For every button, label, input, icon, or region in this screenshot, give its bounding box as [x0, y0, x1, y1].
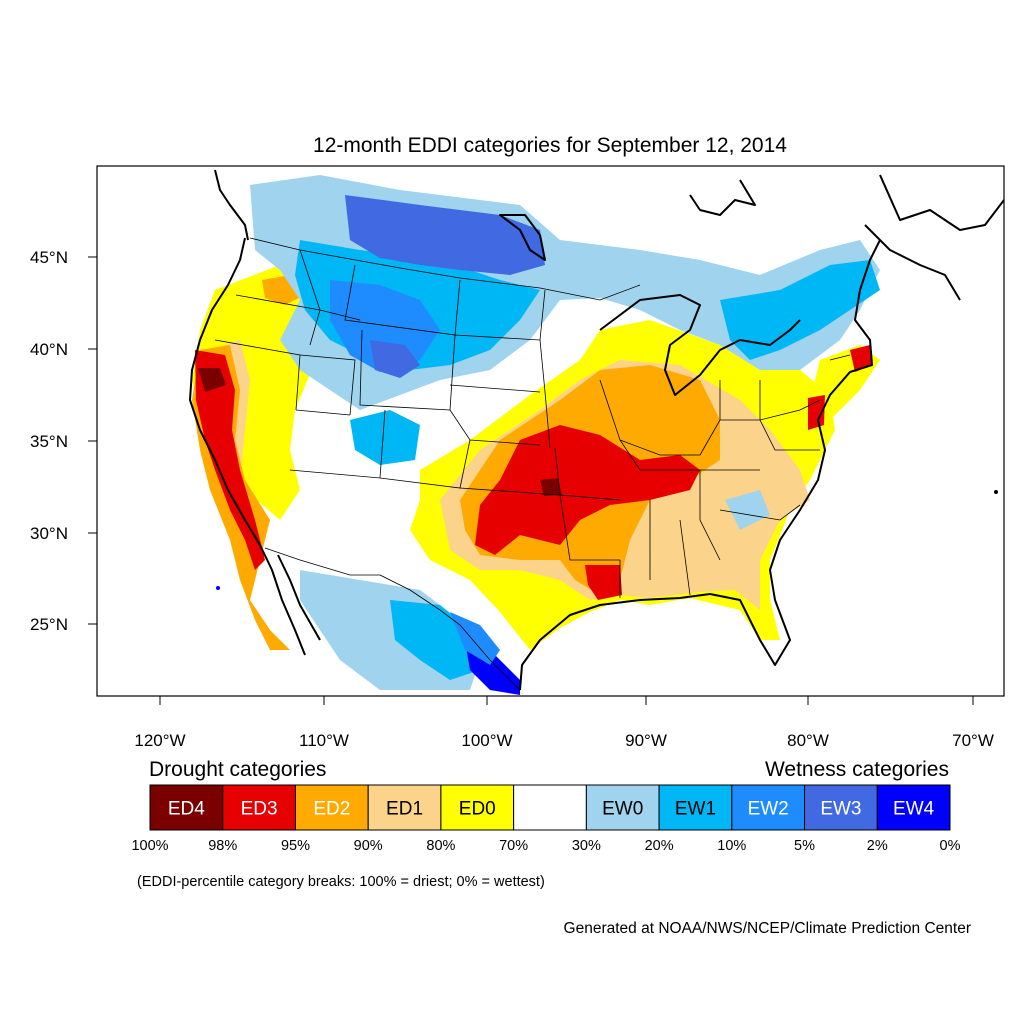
legend-break-label: 2%	[867, 838, 888, 854]
lat-label: 45°N	[30, 248, 68, 267]
lon-label: 110°W	[299, 731, 349, 750]
lat-label: 40°N	[30, 340, 68, 359]
region-ed3-northeast	[850, 345, 872, 372]
lon-label: 120°W	[134, 731, 185, 750]
island-marker	[994, 490, 998, 494]
region-ew1-lakes	[720, 260, 880, 360]
great-lakes-outline	[599, 294, 801, 396]
legend-breaks: 100% 98% 95% 90% 80% 70% 30% 20% 10% 5% 2% 0%	[131, 838, 960, 854]
legend-label-ew3: EW3	[820, 799, 861, 820]
legend-break-label: 30%	[572, 838, 601, 854]
lon-label: 90°W	[625, 731, 667, 750]
legend-label-ed2: ED2	[313, 799, 350, 820]
legend-label-ed0: ED0	[459, 799, 496, 820]
region-ed3-gulf	[585, 565, 622, 600]
lat-label: 30°N	[30, 524, 68, 543]
region-ew3-north	[345, 195, 545, 275]
baja-coastline	[277, 554, 321, 641]
lat-label: 35°N	[30, 432, 68, 451]
map-frame	[96, 165, 1005, 697]
legend-swatch-normal	[513, 784, 587, 831]
legend-break-label: 98%	[208, 838, 237, 854]
hudson-bay-outline	[689, 174, 1004, 301]
region-ed4-plains	[540, 478, 562, 496]
legend-swatch-ew0	[585, 784, 660, 831]
region-ew2-montana	[330, 280, 440, 372]
credit-line: Generated at NOAA/NWS/NCEP/Climate Predi…	[564, 920, 971, 937]
drought-categories-heading: Drought categories	[149, 758, 326, 781]
legend-label-ew0: EW0	[602, 799, 643, 820]
legend-swatch-ed0	[440, 784, 515, 831]
region-ed3-plains	[475, 425, 700, 555]
legend-break-label: 20%	[645, 838, 674, 854]
legend-swatch-ew4	[876, 784, 951, 831]
legend-label-ed4: ED4	[168, 799, 205, 820]
legend-swatch-ew2	[731, 784, 806, 831]
region-ed4	[198, 368, 226, 392]
us-mexico-border	[264, 547, 521, 691]
region-ew3-wyoming	[370, 340, 420, 378]
region-ed3-california	[195, 350, 265, 570]
legend-break-label: 100%	[131, 838, 168, 854]
legend-label-ed1: ED1	[386, 799, 423, 820]
pacific-coastline	[189, 237, 306, 656]
map-panel	[189, 169, 1004, 695]
legend-break-label: 90%	[354, 838, 383, 854]
state-boundaries	[214, 249, 851, 598]
category-breaks-note: (EDDI-percentile category breaks: 100% =…	[137, 874, 545, 890]
legend-colorbar: ED4 ED3 ED2 ED1 ED0 EW0 EW1 EW2 EW3 EW4	[149, 784, 951, 831]
legend-label-ed3: ED3	[241, 799, 278, 820]
legend-break-label: 95%	[281, 838, 310, 854]
lake-winnipeg-outline	[499, 214, 546, 261]
lat-label: 25°N	[30, 615, 68, 634]
legend-label-ew2: EW2	[748, 799, 789, 820]
legend-break-label: 10%	[717, 838, 746, 854]
canada-coast-northwest	[214, 169, 249, 241]
island-marker	[216, 586, 220, 590]
legend-swatch-ed1	[367, 784, 442, 831]
map-title: 12-month EDDI categories for September 1…	[313, 134, 787, 157]
lon-label: 80°W	[787, 731, 829, 750]
legend-break-label: 80%	[426, 838, 455, 854]
region-ew1-colorado	[350, 410, 420, 465]
gulf-coastline	[519, 239, 881, 691]
region-ew2-texas	[450, 612, 500, 665]
legend-break-label: 5%	[794, 838, 815, 854]
latitude-axis: 45°N 40°N 35°N 30°N 25°N	[30, 248, 97, 634]
lon-label: 70°W	[952, 731, 994, 750]
longitude-axis: 120°W 110°W 100°W 90°W 80°W 70°W	[134, 696, 994, 750]
legend-label-ew1: EW1	[675, 799, 716, 820]
legend-break-label: 0%	[940, 838, 961, 854]
legend-break-label: 70%	[499, 838, 528, 854]
legend-label-ew4: EW4	[893, 799, 935, 820]
wetness-categories-heading: Wetness categories	[765, 758, 949, 781]
legend-swatch-ew1	[658, 784, 733, 831]
region-ew0-southeast	[725, 490, 770, 530]
lon-label: 100°W	[461, 731, 512, 750]
